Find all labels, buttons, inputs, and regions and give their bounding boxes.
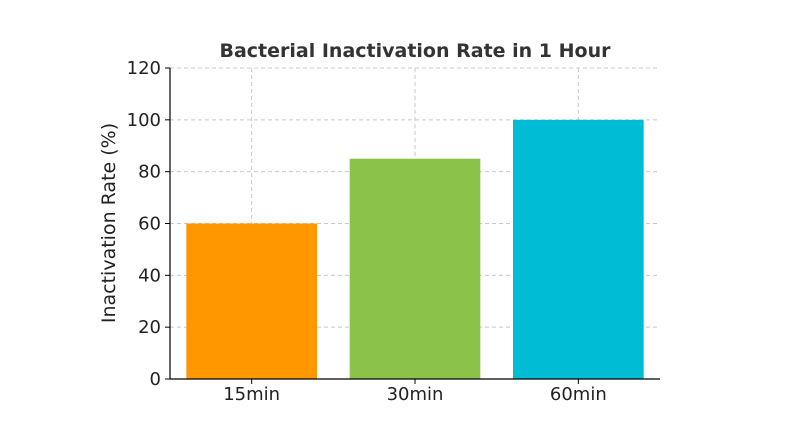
- y-tick-label: 0: [150, 369, 161, 390]
- bars: [186, 119, 644, 379]
- y-axis-label: Inactivation Rate (%): [98, 123, 120, 323]
- x-tick-label: 60min: [550, 384, 607, 405]
- bar-15min: [186, 223, 317, 379]
- y-tick-label: 120: [127, 58, 161, 79]
- y-tick-label: 20: [138, 317, 161, 338]
- chart-title: Bacterial Inactivation Rate in 1 Hour: [219, 40, 611, 62]
- y-ticks: 0 20 40 60 80 100 120: [127, 58, 170, 390]
- y-tick-label: 80: [138, 162, 161, 183]
- x-ticks: 15min 30min 60min: [223, 379, 607, 405]
- y-tick-label: 100: [127, 110, 161, 131]
- y-tick-label: 60: [138, 214, 161, 235]
- x-tick-label: 15min: [223, 384, 280, 405]
- x-tick-label: 30min: [387, 384, 444, 405]
- bar-60min: [513, 119, 644, 379]
- y-tick-label: 40: [138, 265, 161, 286]
- bar-30min: [349, 158, 481, 379]
